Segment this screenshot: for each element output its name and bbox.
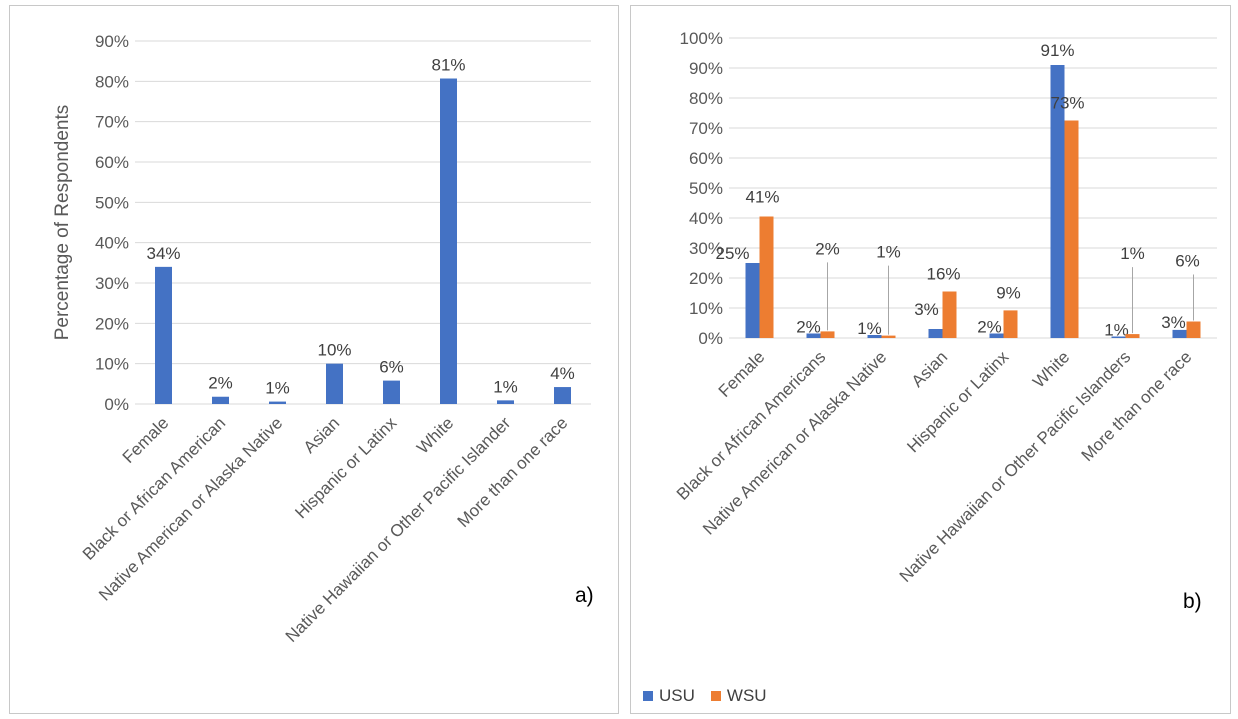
data-label: 9% <box>996 283 1021 302</box>
x-tick-label: More than one race <box>454 413 572 531</box>
x-tick-label: Hispanic or Latinx <box>903 347 1012 456</box>
bar-black-or-african-americans-wsu <box>820 331 835 338</box>
bar-native-american-or-alaska-native-usu <box>867 335 882 338</box>
data-label: 3% <box>1161 313 1186 332</box>
x-tick-label: Hispanic or Latinx <box>291 413 400 522</box>
data-label: 2% <box>977 318 1002 337</box>
y-tick-label: 70% <box>689 119 723 138</box>
bar-asian-wsu <box>942 291 957 338</box>
data-label: 34% <box>146 244 180 263</box>
panel-tag-b: b) <box>1183 590 1202 613</box>
y-tick-label: 40% <box>95 234 129 253</box>
bar-asian-usu <box>928 329 943 338</box>
y-tick-label: 50% <box>689 179 723 198</box>
x-tick-label: More than one race <box>1078 347 1196 465</box>
chart-b-svg: 0% 10% 20% 30% 40% 50% 60% 70% 80% 90% 100% 25% 2% 1%… <box>673 29 1217 586</box>
data-label: 1% <box>493 377 518 396</box>
data-label: 91% <box>1040 41 1074 60</box>
x-tick-label: Asian <box>300 413 344 457</box>
data-label: 2% <box>815 239 840 258</box>
data-label: 25% <box>715 244 749 263</box>
data-label: 1% <box>876 243 901 262</box>
legend-item-wsu: WSU <box>710 686 767 706</box>
panel-tag-a: a) <box>575 584 594 607</box>
y-tick-label: 60% <box>95 153 129 172</box>
data-label: 81% <box>431 56 465 75</box>
chart-panel-a: 0% 10% 20% 30% 40% 50% 60% 70% 80% 90% Percentage … <box>9 5 619 714</box>
data-label: 73% <box>1050 94 1084 113</box>
data-label: 1% <box>1120 244 1145 263</box>
y-tick-label: 10% <box>95 355 129 374</box>
bar-more-than-one-race-wsu <box>1186 321 1201 338</box>
bar-more-than-one-race-usu <box>1172 329 1187 338</box>
data-label: 1% <box>1104 321 1129 340</box>
data-label: 2% <box>796 318 821 337</box>
y-tick-label: 30% <box>689 239 723 258</box>
x-tick-label: White <box>1029 347 1073 391</box>
data-label: 1% <box>857 319 882 338</box>
y-tick-label: 60% <box>689 149 723 168</box>
bar-asian <box>326 363 343 404</box>
y-tick-label: 80% <box>689 89 723 108</box>
legend-label-usu: USU <box>659 686 695 705</box>
data-label: 2% <box>208 374 233 393</box>
x-tick-label: Female <box>715 347 769 401</box>
y-tick-label: 0% <box>698 329 723 348</box>
bar-white-wsu <box>1064 120 1079 338</box>
y-tick-label: 20% <box>689 269 723 288</box>
chart-panel-b: 0% 10% 20% 30% 40% 50% 60% 70% 80% 90% 100% 25% 2% 1%… <box>630 5 1231 714</box>
legend-swatch-wsu <box>710 691 721 701</box>
bar-hispanic-or-latinx-usu <box>989 333 1004 338</box>
x-tick-label: Female <box>119 413 173 467</box>
y-tick-label: 40% <box>689 209 723 228</box>
legend-label-wsu: WSU <box>726 686 767 705</box>
chart-b-legend: USU WSU <box>643 686 777 706</box>
bar-white-usu <box>1050 65 1065 338</box>
y-tick-label: 0% <box>104 395 129 414</box>
bar-female-usu <box>745 263 760 338</box>
x-tick-label: Native Hawaiian or Other Pacific Islande… <box>896 347 1135 586</box>
data-label: 41% <box>745 188 779 207</box>
y-tick-label: 10% <box>689 299 723 318</box>
chart-a-svg: 0% 10% 20% 30% 40% 50% 60% 70% 80% 90% Percentage … <box>52 32 591 646</box>
bar-hispanic-or-latinx-wsu <box>1003 310 1018 338</box>
bar-native-hawaiian-or-other-pacific-islanders-wsu <box>1125 334 1140 338</box>
data-label: 4% <box>550 364 575 383</box>
bar-native-hawaiian-or-other-pacific-islanders-usu <box>1111 336 1126 338</box>
bar-native-american-or-alaska-native <box>269 401 286 404</box>
bar-black-or-african-american <box>212 396 229 404</box>
data-label: 6% <box>379 358 404 377</box>
y-tick-label: 50% <box>95 193 129 212</box>
data-label: 1% <box>265 379 290 398</box>
bar-female-wsu <box>759 216 774 338</box>
bar-female <box>155 266 172 404</box>
data-label: 3% <box>914 300 939 319</box>
y-tick-label: 70% <box>95 113 129 132</box>
bar-black-or-african-americans-usu <box>806 333 821 338</box>
data-label: 6% <box>1175 252 1200 271</box>
y-tick-label: 30% <box>95 274 129 293</box>
legend-item-usu: USU <box>643 686 695 706</box>
bar-hispanic-or-latinx <box>383 380 400 404</box>
bar-native-hawaiian-or-other-pacific-islander <box>497 400 514 404</box>
bar-more-than-one-race <box>554 387 571 404</box>
y-tick-label: 20% <box>95 314 129 333</box>
bar-native-american-or-alaska-native-wsu <box>881 335 896 338</box>
y-tick-label: 80% <box>95 72 129 91</box>
legend-swatch-usu <box>643 691 653 701</box>
y-tick-label: 100% <box>680 29 723 48</box>
y-axis-label: Percentage of Respondents <box>52 105 73 341</box>
data-label: 16% <box>926 265 960 284</box>
x-tick-label: White <box>413 413 457 457</box>
y-tick-label: 90% <box>689 59 723 78</box>
bar-white <box>440 78 457 404</box>
y-tick-label: 90% <box>95 32 129 51</box>
data-label: 10% <box>317 341 351 360</box>
x-tick-label: Asian <box>908 347 952 391</box>
